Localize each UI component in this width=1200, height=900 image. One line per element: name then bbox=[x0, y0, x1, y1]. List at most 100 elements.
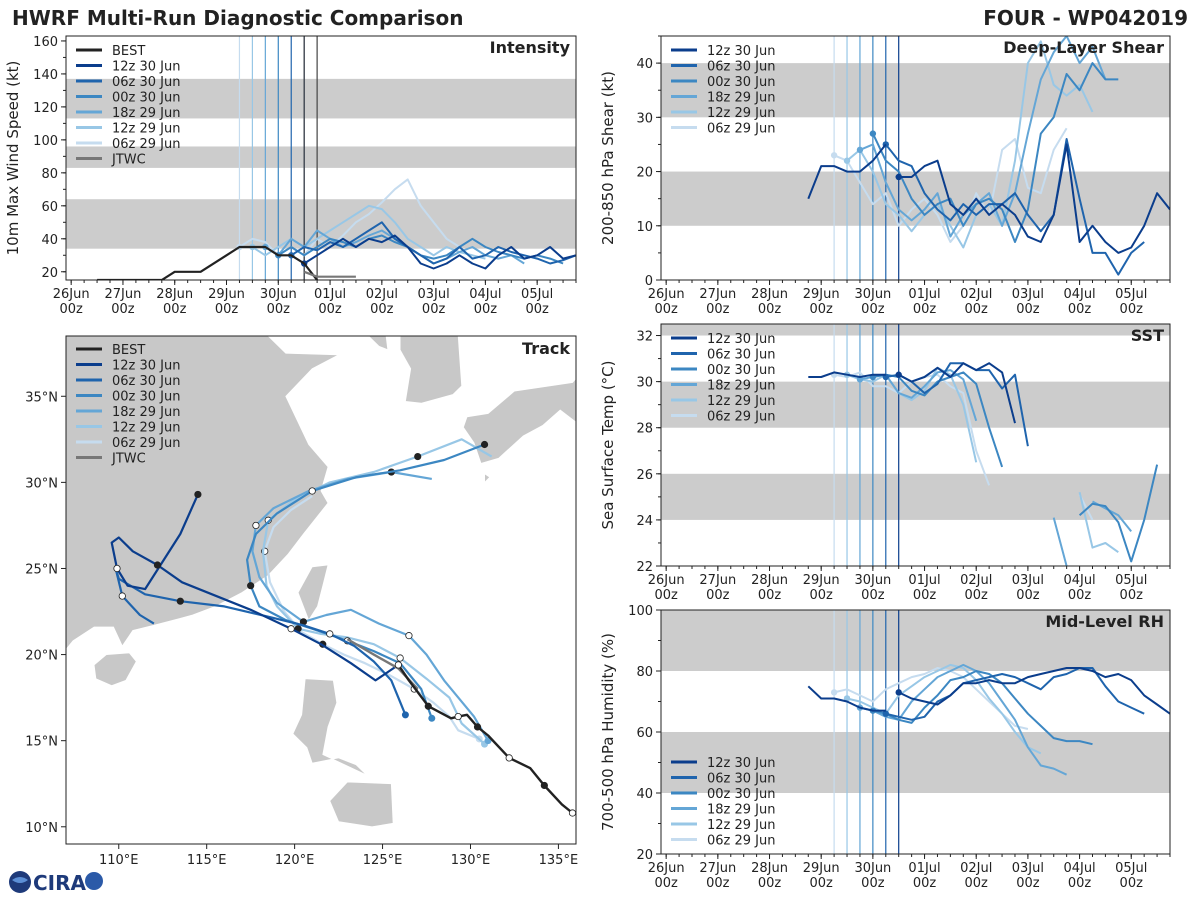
track-day-marker bbox=[396, 654, 404, 662]
plot-area-shear bbox=[807, 36, 1170, 276]
legend-label: 12z 29 Jun bbox=[707, 106, 776, 121]
legend-label: 00z 30 Jun bbox=[112, 91, 181, 106]
best-track-marker bbox=[394, 661, 402, 669]
x-tick-hour-label: 00z bbox=[706, 876, 730, 891]
korea-north-coast bbox=[367, 336, 389, 351]
x-tick-hour-label: 00z bbox=[758, 876, 782, 891]
series-init-point bbox=[856, 146, 864, 154]
logo-text: CIRA bbox=[33, 871, 87, 895]
series-12z-30-jun bbox=[898, 667, 1170, 715]
y-tick-label: 20 bbox=[636, 848, 653, 863]
y-tick-label: 30 bbox=[636, 111, 653, 126]
x-tick-label: 04Jul bbox=[1063, 287, 1095, 302]
x-tick-label: 30Jun bbox=[854, 573, 891, 588]
series-12z-30-jun bbox=[303, 234, 576, 270]
legend-label: BEST bbox=[112, 44, 145, 59]
y-tick-label: 26 bbox=[636, 468, 653, 483]
legend-label: 18z 29 Jun bbox=[707, 803, 776, 818]
panel-title: SST bbox=[1131, 326, 1164, 345]
x-tick-hour-label: 00z bbox=[163, 302, 187, 317]
legend-label: 18z 29 Jun bbox=[707, 379, 776, 394]
legend-label: 06z 29 Jun bbox=[707, 410, 776, 425]
x-tick-label: 26Jun bbox=[648, 573, 685, 588]
series-init-point bbox=[869, 130, 877, 137]
legend-label: JTWC bbox=[111, 452, 146, 467]
x-tick-hour-label: 00z bbox=[215, 302, 239, 317]
x-tick-label: 05Jul bbox=[1115, 861, 1147, 876]
series-18z-29-jun bbox=[859, 36, 1107, 238]
y-tick-label: 40 bbox=[41, 233, 58, 248]
track-day-marker bbox=[414, 452, 422, 461]
y-axis-label: Sea Surface Temp (°C) bbox=[599, 360, 617, 529]
y-axis-label: 10m Max Wind Speed (kt) bbox=[4, 61, 22, 256]
jtwc-line bbox=[303, 270, 356, 278]
x-tick-label: 01Jul bbox=[908, 287, 940, 302]
x-tick-hour-label: 00z bbox=[810, 302, 834, 317]
x-tick-label: 27Jun bbox=[699, 287, 736, 302]
legend-label: 06z 30 Jun bbox=[707, 772, 776, 787]
legend-label: 12z 29 Jun bbox=[112, 421, 181, 436]
panel-sst: 22242628303226Jun00z27Jun00z28Jun00z29Ju… bbox=[599, 323, 1171, 603]
y-tick-label: 24 bbox=[636, 514, 653, 529]
x-tick-hour-label: 00z bbox=[861, 876, 885, 891]
track-12z-29-jun bbox=[261, 438, 493, 745]
legend-label: 00z 30 Jun bbox=[707, 787, 776, 802]
track-day-marker bbox=[194, 490, 202, 499]
legend-label: 06z 29 Jun bbox=[112, 137, 181, 152]
x-tick-label: 04Jul bbox=[1063, 861, 1095, 876]
x-tick-label: 29Jun bbox=[803, 861, 840, 876]
x-tick-hour-label: 00z bbox=[706, 302, 730, 317]
x-tick-hour-label: 00z bbox=[654, 876, 678, 891]
track-start-point bbox=[401, 711, 409, 719]
lon-tick-label: 115°E bbox=[187, 853, 227, 868]
panel-title: Track bbox=[522, 339, 570, 358]
x-tick-label: 03Jul bbox=[1012, 573, 1044, 588]
track-day-marker bbox=[113, 564, 121, 573]
map-area bbox=[66, 336, 576, 844]
x-tick-label: 28Jun bbox=[751, 287, 788, 302]
track-06z-29-jun bbox=[263, 495, 480, 741]
threshold-band bbox=[661, 63, 1170, 118]
series-init-point bbox=[895, 173, 902, 181]
storm-id: FOUR - WP042019 bbox=[983, 6, 1188, 30]
x-tick-hour-label: 00z bbox=[318, 302, 342, 317]
logo-emblem-icon bbox=[85, 872, 103, 890]
x-tick-label: 26Jun bbox=[53, 287, 90, 302]
lon-tick-label: 125°E bbox=[363, 853, 403, 868]
legend-label: 18z 29 Jun bbox=[112, 405, 181, 420]
best-track-marker bbox=[505, 754, 513, 762]
threshold-band bbox=[66, 146, 576, 168]
x-tick-label: 27Jun bbox=[699, 861, 736, 876]
x-tick-label: 27Jun bbox=[699, 573, 736, 588]
x-tick-hour-label: 00z bbox=[1068, 588, 1092, 603]
track-day-marker bbox=[480, 440, 489, 449]
x-tick-hour-label: 00z bbox=[861, 588, 885, 603]
track-06z-30-jun bbox=[114, 565, 407, 716]
y-tick-label: 80 bbox=[41, 167, 58, 182]
series-18z-29-jun bbox=[1052, 517, 1068, 566]
series-00z-30-jun bbox=[1078, 464, 1159, 563]
y-tick-label: 160 bbox=[33, 35, 58, 50]
legend-label: 12z 30 Jun bbox=[707, 332, 776, 347]
legend-label: 18z 29 Jun bbox=[112, 106, 181, 121]
legend-label: 06z 29 Jun bbox=[112, 436, 181, 451]
panel-track: 110°E 115°E 120°E 125°E 130°E 135°E 10°N 15°N 20… bbox=[25, 335, 578, 868]
track-day-marker bbox=[176, 597, 184, 605]
legend-label: 06z 29 Jun bbox=[707, 834, 776, 849]
series-06z-30-jun bbox=[885, 138, 1145, 276]
x-tick-hour-label: 00z bbox=[1120, 302, 1144, 317]
legend-label: 12z 30 Jun bbox=[707, 44, 776, 59]
cira-logo: CIRA bbox=[9, 871, 103, 895]
y-tick-label: 20 bbox=[41, 266, 58, 281]
series-12z-29-jun bbox=[1078, 491, 1119, 554]
map-frame bbox=[65, 335, 577, 845]
y-axis-label: 200-850 hPa Shear (kt) bbox=[599, 71, 617, 245]
x-tick-hour-label: 00z bbox=[474, 302, 498, 317]
legend-label: 12z 29 Jun bbox=[112, 122, 181, 137]
lat-tick-label: 10°N bbox=[25, 821, 58, 836]
lat-tick-label: 35°N bbox=[25, 390, 58, 405]
hainan-island bbox=[93, 652, 137, 687]
best-track-marker bbox=[473, 723, 482, 731]
legend-label: 12z 29 Jun bbox=[707, 394, 776, 409]
legend-label: 18z 29 Jun bbox=[707, 91, 776, 106]
